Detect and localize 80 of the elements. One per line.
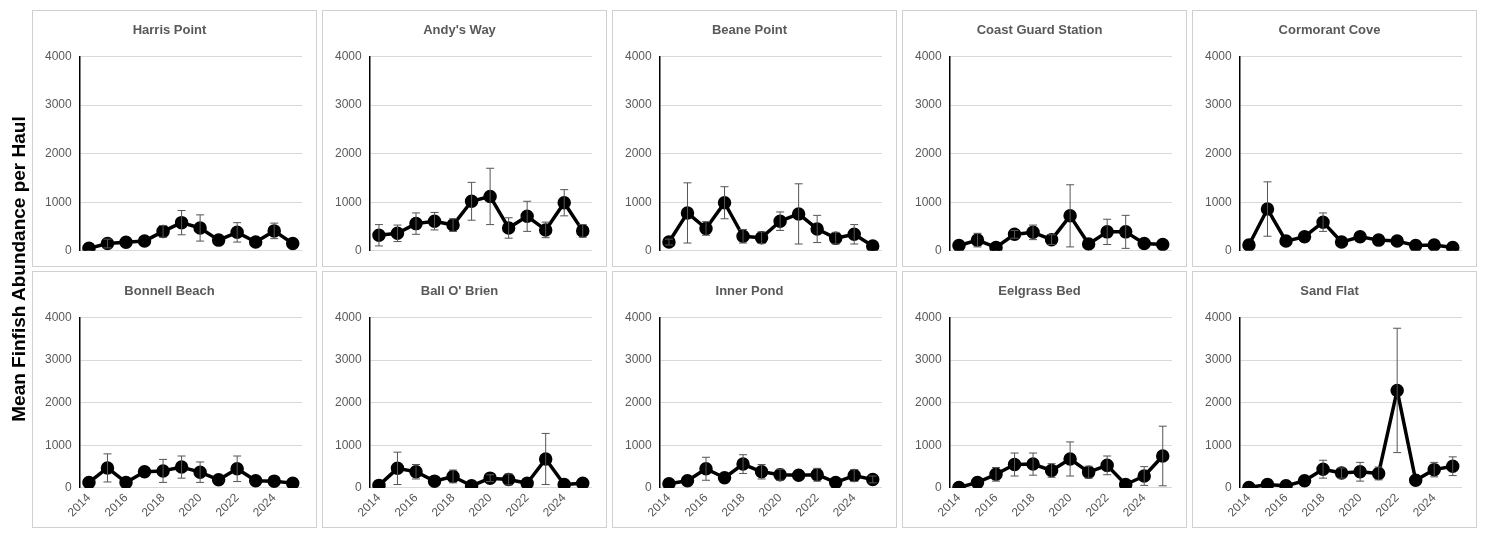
y-tick-label: 3000 xyxy=(44,352,73,367)
y-tick-label: 0 xyxy=(355,480,363,495)
y-tick-label: 2000 xyxy=(624,146,653,161)
y-tick-label: 1000 xyxy=(334,194,363,209)
chart-title: Eelgrass Bed xyxy=(998,283,1081,299)
y-tick-label: 4000 xyxy=(334,309,363,324)
y-tick-label: 1000 xyxy=(914,194,943,209)
y-tick-label: 0 xyxy=(935,243,943,258)
point xyxy=(1242,238,1256,251)
y-tick-label: 4000 xyxy=(624,48,653,63)
point xyxy=(1353,229,1367,244)
y-tick-label: 0 xyxy=(1225,480,1233,495)
point xyxy=(1390,234,1404,248)
y-tick-label: 4000 xyxy=(44,309,73,324)
y-tick-label: 2000 xyxy=(44,146,73,161)
y-tick-label: 3000 xyxy=(44,97,73,112)
y-tick-label: 3000 xyxy=(624,97,653,112)
y-tick-label: 3000 xyxy=(1204,97,1233,112)
point xyxy=(211,233,226,247)
chart-title: Coast Guard Station xyxy=(976,22,1103,38)
point xyxy=(137,234,152,248)
y-tick-label: 1000 xyxy=(44,437,73,452)
y-tick-label: 4000 xyxy=(334,48,363,63)
chart-title: Andy's Way xyxy=(423,22,497,38)
y-tick-label: 4000 xyxy=(914,309,943,324)
y-tick-label: 2000 xyxy=(44,395,73,410)
chart-title: Inner Pond xyxy=(715,283,784,299)
y-tick-label: 0 xyxy=(65,243,73,258)
y-tick-label: 4000 xyxy=(1204,309,1233,324)
y-tick-label: 2000 xyxy=(914,146,943,161)
point xyxy=(1279,234,1293,248)
y-tick-label: 0 xyxy=(645,480,653,495)
y-tick-label: 4000 xyxy=(914,48,943,63)
y-tick-label: 3000 xyxy=(1204,352,1233,367)
chart-title: Harris Point xyxy=(132,22,208,38)
point xyxy=(1427,238,1441,251)
y-tick-label: 2000 xyxy=(1204,146,1233,161)
chart-title: Cormorant Cove xyxy=(1278,22,1381,38)
point xyxy=(1445,240,1460,251)
point xyxy=(285,236,300,251)
point xyxy=(1334,235,1349,249)
y-tick-label: 3000 xyxy=(914,352,943,367)
point xyxy=(865,239,880,251)
y-tick-label: 1000 xyxy=(1204,437,1233,452)
point xyxy=(1297,229,1312,244)
point xyxy=(1371,233,1386,247)
y-tick-label: 2000 xyxy=(914,395,943,410)
y-tick-label: 1000 xyxy=(44,194,73,209)
y-tick-label: 1000 xyxy=(1204,194,1233,209)
point xyxy=(1297,473,1312,488)
point xyxy=(1408,473,1423,488)
point xyxy=(248,235,263,249)
chart-title: Sand Flat xyxy=(1300,283,1360,299)
y-tick-label: 4000 xyxy=(1204,48,1233,63)
y-tick-label: 3000 xyxy=(334,352,363,367)
y-tick-label: 0 xyxy=(65,480,73,495)
y-tick-label: 3000 xyxy=(914,97,943,112)
point xyxy=(1260,477,1275,488)
y-tick-label: 2000 xyxy=(334,395,363,410)
chart-title: Beane Point xyxy=(711,22,788,38)
y-tick-label: 2000 xyxy=(624,395,653,410)
y-tick-label: 1000 xyxy=(914,437,943,452)
y-tick-label: 4000 xyxy=(44,48,73,63)
y-tick-label: 0 xyxy=(645,243,653,258)
y-tick-label: 0 xyxy=(1225,243,1233,258)
chart-title: Ball O' Brien xyxy=(420,283,499,299)
point xyxy=(1408,238,1423,251)
point xyxy=(119,235,133,250)
y-tick-label: 1000 xyxy=(624,437,653,452)
y-tick-label: 2000 xyxy=(334,146,363,161)
y-tick-label: 0 xyxy=(935,480,943,495)
y-tick-label: 2000 xyxy=(1204,395,1233,410)
y-tick-label: 1000 xyxy=(624,194,653,209)
y-tick-label: 0 xyxy=(355,243,363,258)
chart-title: Bonnell Beach xyxy=(124,283,215,299)
y-tick-label: 3000 xyxy=(624,352,653,367)
y-tick-label: 4000 xyxy=(624,309,653,324)
y-axis-title: Mean Finfish Abundance per Haul xyxy=(8,116,30,422)
y-tick-label: 1000 xyxy=(334,437,363,452)
y-tick-label: 3000 xyxy=(334,97,363,112)
